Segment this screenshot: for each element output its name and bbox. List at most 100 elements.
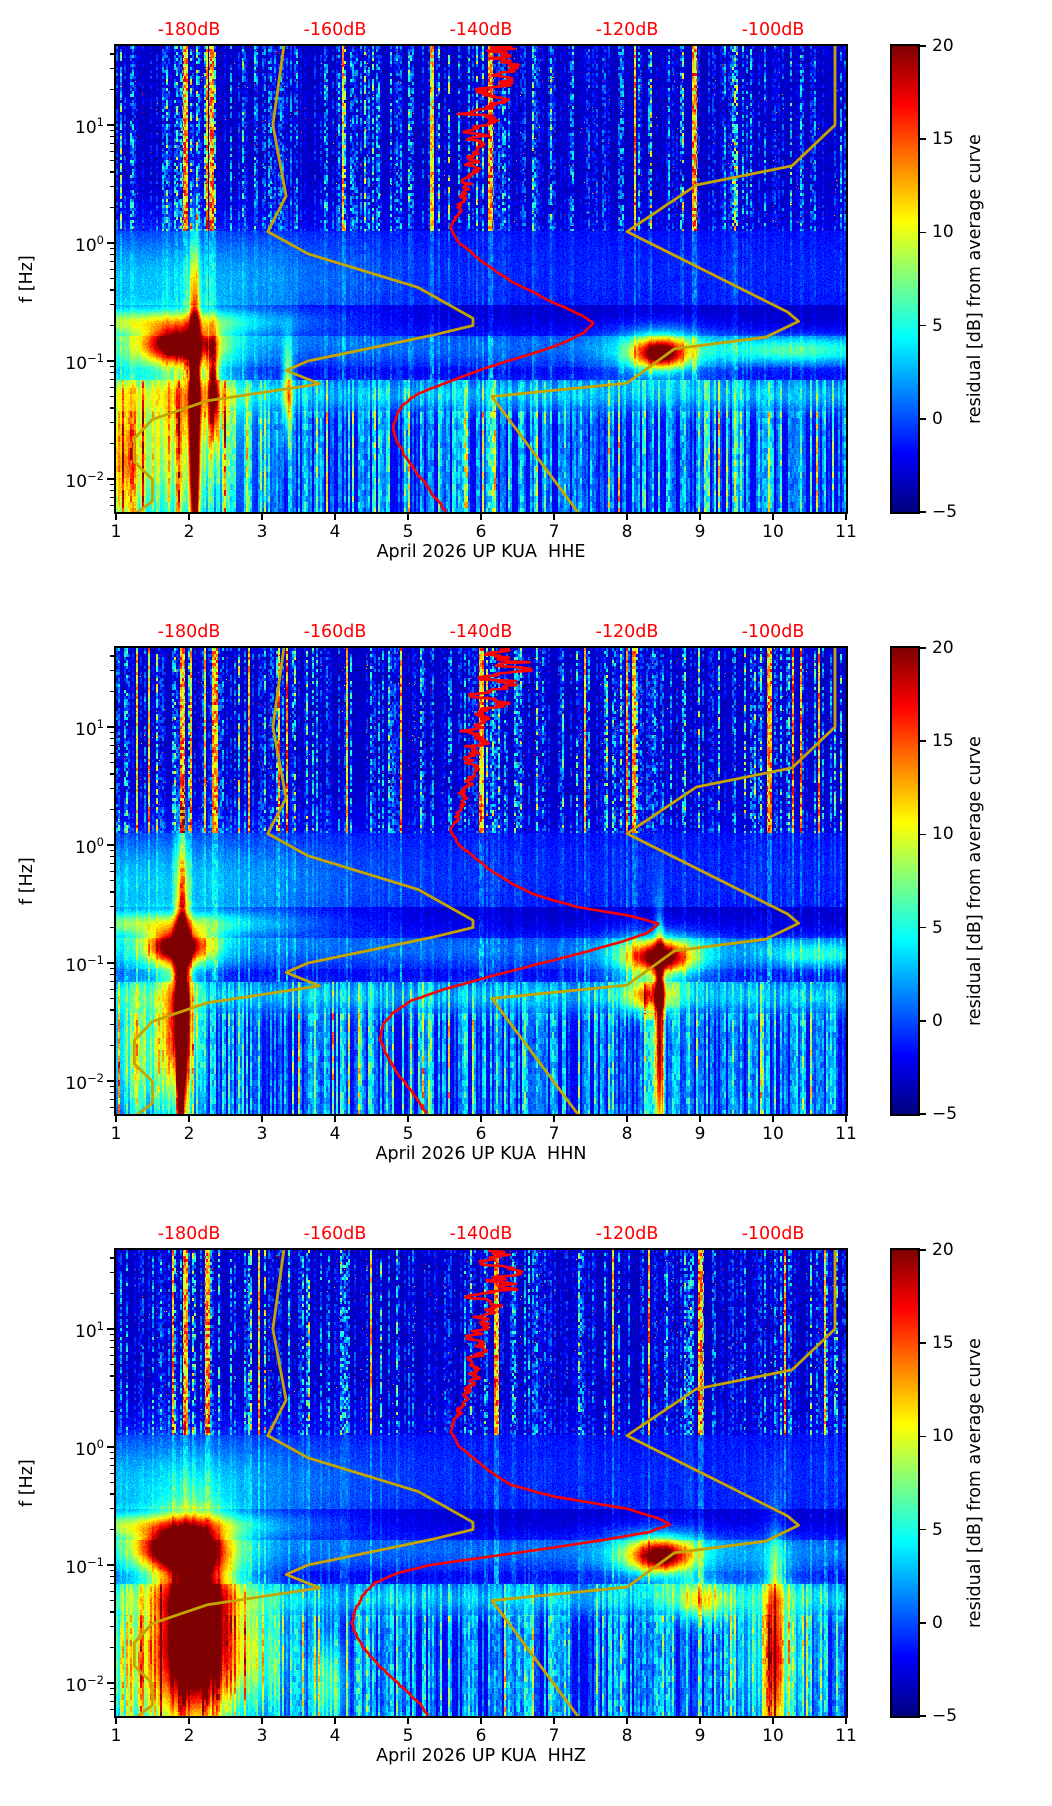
y-minor-tick [110,422,114,424]
x-tick [334,1718,336,1724]
x-tick-label: 1 [110,1726,122,1746]
y-minor-tick [110,268,114,270]
y-tick [107,844,114,846]
x-tick-label: 10 [762,522,784,542]
x-tick-label: 9 [694,1726,706,1746]
y-minor-tick [110,752,114,754]
colorbar-tick [920,1113,926,1115]
y-tick-label: 10−2 [65,1673,104,1696]
y-minor-tick [110,870,114,872]
x-tick-label: 9 [694,1124,706,1144]
x-tick [480,1718,482,1724]
y-minor-tick [110,206,114,209]
y-minor-tick [110,142,114,144]
top-axis-db-label: -180dB [157,1224,221,1244]
y-tick [107,242,114,244]
x-tick [699,1718,701,1724]
y-minor-tick [110,1599,114,1602]
y-tick [107,1446,114,1448]
psd-mean-curve [391,46,595,512]
y-minor-tick [110,1390,114,1392]
colorbar [892,1250,918,1716]
y-minor-tick [110,489,114,492]
colorbar-tick-label: 20 [932,36,954,56]
colorbar-tick-label: 5 [932,1519,943,1540]
x-tick [115,514,117,520]
colorbar-tick-label: 15 [932,731,954,752]
colorbar-tick-label: 10 [932,824,954,845]
y-minor-tick [110,1687,114,1689]
y-minor-tick [110,849,114,851]
y-minor-tick [110,1363,114,1366]
y-minor-tick [110,773,114,775]
x-axis-title: April 2026 UP KUA HHE [376,542,586,562]
top-axis-db-label: -160dB [303,622,367,642]
y-minor-tick [110,442,114,445]
y-minor-tick [110,1700,114,1702]
x-tick [261,1718,263,1724]
x-tick-label: 8 [621,1726,633,1746]
x-tick-label: 5 [402,1726,414,1746]
y-minor-tick [110,1575,114,1578]
y-minor-tick [110,186,114,188]
y-tick-label: 100 [75,1437,104,1460]
colorbar-tick [920,833,926,836]
y-minor-tick [110,289,114,291]
colorbar-label: residual [dB] from average curve [965,1338,985,1628]
y-minor-tick [110,135,114,138]
x-tick [407,514,409,520]
x-tick [626,1116,628,1122]
x-tick [845,1718,847,1724]
y-minor-tick [110,1508,114,1510]
x-tick [626,1718,628,1724]
colorbar-tick-label: 0 [932,1612,943,1633]
y-minor-tick [110,1044,114,1047]
y-minor-tick [110,88,114,91]
x-tick-label: 8 [621,1124,633,1144]
y-minor-tick [110,68,114,70]
top-axis-db-label: -160dB [303,1224,367,1244]
x-tick-label: 11 [835,522,857,542]
y-minor-tick [110,761,114,764]
colorbar-tick [920,1020,926,1022]
x-tick-label: 7 [548,1124,560,1144]
colorbar-tick [920,231,926,234]
top-axis-db-label: -100dB [741,622,805,642]
spectrogram-panel-hhe: f [Hz] residual [dB] from average curve … [0,0,1052,602]
colorbar-tick [920,138,926,140]
top-axis-db-label: -160dB [303,20,367,40]
colorbar-tick [920,926,926,929]
nlnm-curve [132,46,475,512]
y-minor-tick [110,171,114,173]
x-tick-label: 5 [402,522,414,542]
y-minor-tick [110,371,114,374]
y-minor-tick [110,1646,114,1649]
x-tick [772,514,774,520]
y-minor-tick [110,1611,114,1613]
colorbar-tick-label: 20 [932,638,954,658]
x-tick [553,1718,555,1724]
colorbar-tick [920,1715,926,1717]
x-tick [699,514,701,520]
y-minor-tick [110,808,114,811]
nlnm-curve [132,1250,475,1716]
colorbar-tick [920,418,926,420]
y-tick [107,726,114,728]
y-tick-label: 10−2 [65,469,104,492]
y-tick [107,1682,114,1684]
y-minor-tick [110,1339,114,1342]
x-tick [188,1718,190,1724]
colorbar-label: residual [dB] from average curve [965,736,985,1026]
y-tick [107,124,114,126]
y-tick-label: 10−1 [65,1555,104,1578]
nhnm-curve [490,1250,837,1716]
y-minor-tick [110,1024,114,1026]
y-minor-tick [110,690,114,693]
y-tick-label: 101 [75,115,104,138]
y-minor-tick [110,1582,114,1584]
x-axis-title: April 2026 UP KUA HHN [375,1144,587,1164]
y-minor-tick [110,407,114,409]
x-tick-label: 4 [329,1726,341,1746]
y-minor-tick [110,1106,114,1108]
y-minor-tick [110,744,114,746]
